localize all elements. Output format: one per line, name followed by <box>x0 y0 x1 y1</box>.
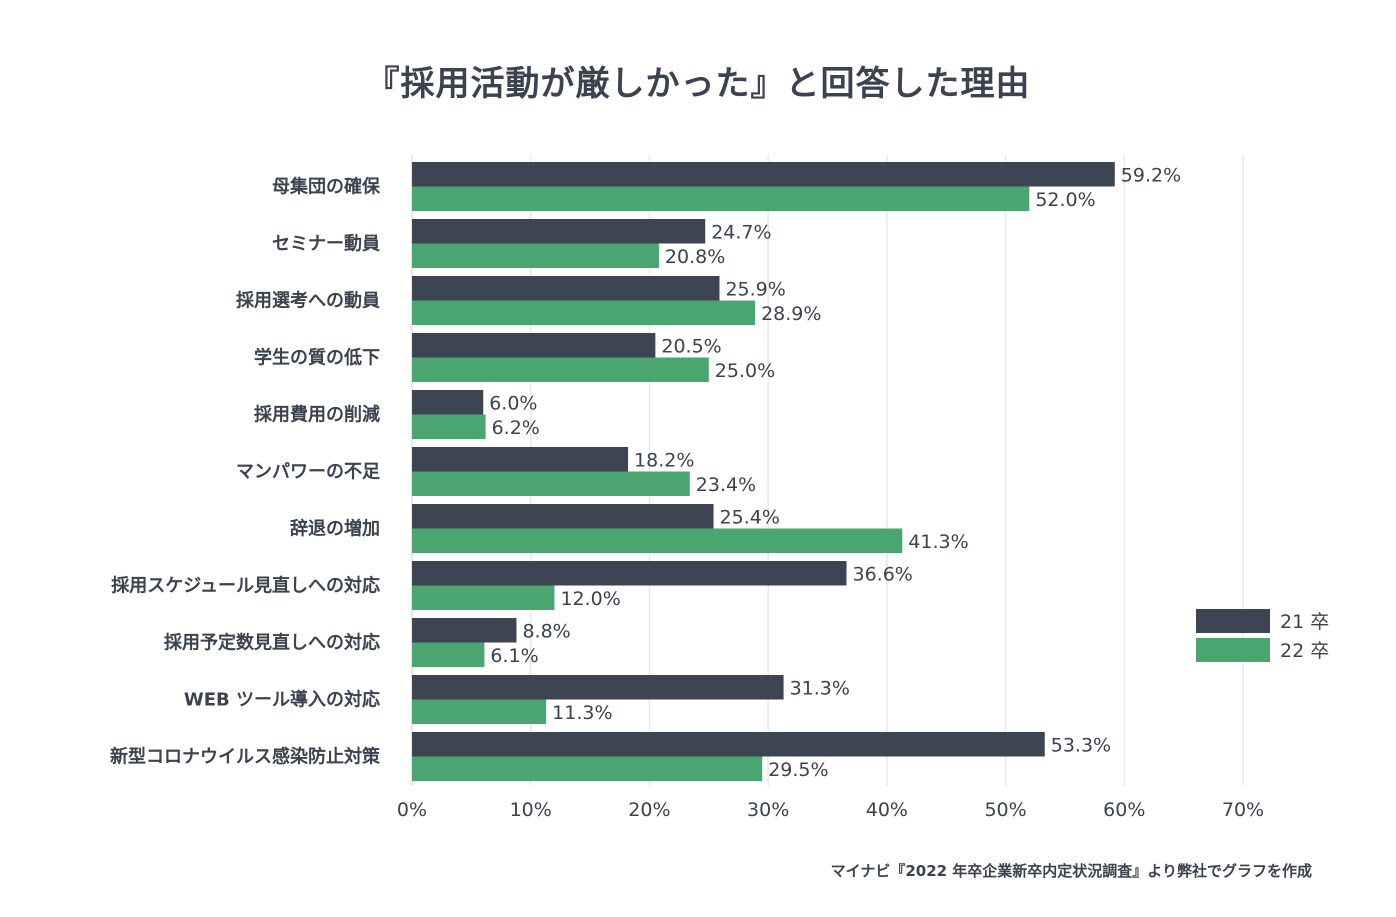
x-tick-label: 70% <box>1222 799 1264 821</box>
legend-item-22: 22 卒 <box>1196 636 1329 663</box>
value-label: 59.2% <box>1121 164 1181 186</box>
legend-label-21: 21 卒 <box>1280 611 1330 633</box>
value-label: 23.4% <box>696 474 756 496</box>
value-label: 53.3% <box>1051 734 1111 756</box>
bars <box>412 162 1115 781</box>
bar-22-10 <box>412 756 763 781</box>
x-tick-label: 30% <box>747 799 789 821</box>
bar-21-9 <box>412 675 784 700</box>
value-label: 28.9% <box>761 303 821 325</box>
bar-21-4 <box>412 390 484 415</box>
bar-22-1 <box>412 243 659 268</box>
bar-21-5 <box>412 447 629 472</box>
category-label: 学生の質の低下 <box>254 347 380 369</box>
value-label: 25.0% <box>715 360 775 382</box>
x-tick-label: 40% <box>866 799 908 821</box>
category-label: 辞退の増加 <box>290 518 380 540</box>
x-tick-label: 60% <box>1103 799 1145 821</box>
legend-label-22: 22 卒 <box>1280 640 1330 662</box>
chart-title: 『採用活動が厳しかった』と回答した理由 <box>365 64 1031 104</box>
value-label: 25.4% <box>720 506 780 528</box>
category-label: WEB ツール導入の対応 <box>184 689 380 711</box>
value-label: 6.1% <box>490 645 538 667</box>
bar-21-8 <box>412 618 517 643</box>
category-label: 採用スケジュール見直しへの対応 <box>111 575 380 597</box>
bar-22-3 <box>412 357 709 382</box>
category-label: セミナー動員 <box>272 233 380 255</box>
bar-21-7 <box>412 561 847 586</box>
value-label: 36.6% <box>852 563 912 585</box>
category-label: 採用費用の削減 <box>254 404 380 426</box>
legend-swatch-21 <box>1196 608 1270 633</box>
bar-22-6 <box>412 528 903 553</box>
bar-21-1 <box>412 219 706 244</box>
bar-22-5 <box>412 471 690 496</box>
category-label: 採用選考への動員 <box>236 290 380 312</box>
category-label: 採用予定数見直しへの対応 <box>164 632 380 654</box>
value-label: 41.3% <box>908 531 968 553</box>
x-tick-label: 0% <box>397 799 427 821</box>
bar-21-0 <box>412 162 1115 187</box>
value-label: 18.2% <box>634 449 694 471</box>
value-label: 8.8% <box>522 620 570 642</box>
x-tick-label: 10% <box>510 799 552 821</box>
value-label: 52.0% <box>1035 189 1095 211</box>
bar-22-4 <box>412 414 486 439</box>
bar-22-7 <box>412 585 555 610</box>
category-label: マンパワーの不足 <box>236 462 380 483</box>
legend-swatch-22 <box>1196 637 1270 662</box>
value-label: 24.7% <box>711 221 771 243</box>
bar-22-9 <box>412 699 547 724</box>
value-label: 31.3% <box>790 677 850 699</box>
bar-21-10 <box>412 732 1045 757</box>
bar-21-6 <box>412 504 714 529</box>
legend-item-21: 21 卒 <box>1196 607 1329 634</box>
value-label: 6.2% <box>492 417 540 439</box>
bar-21-3 <box>412 333 656 358</box>
value-label: 20.8% <box>665 246 725 268</box>
value-label: 6.0% <box>489 392 537 414</box>
source-note: マイナビ『2022 年卒企業新卒内定状況調査』より弊社でグラフを作成 <box>830 862 1312 880</box>
value-label: 11.3% <box>552 702 612 724</box>
value-label: 25.9% <box>725 278 785 300</box>
bar-21-2 <box>412 276 720 301</box>
x-tick-label: 50% <box>984 799 1026 821</box>
bar-22-0 <box>412 186 1030 211</box>
value-label: 12.0% <box>560 588 620 610</box>
bar-22-8 <box>412 642 485 667</box>
legend: 21 卒 22 卒 <box>1196 607 1329 665</box>
bar-22-2 <box>412 300 756 325</box>
category-label: 新型コロナウイルス感染防止対策 <box>110 746 381 768</box>
x-tick-label: 20% <box>628 799 670 821</box>
category-label: 母集団の確保 <box>272 176 381 198</box>
labels: 0% 10% 20% 30% 40% 50% 60% 70% 母集団の確保 59.2% 52.0% セ… <box>110 164 1264 821</box>
value-label: 20.5% <box>661 335 721 357</box>
value-label: 29.5% <box>768 759 828 781</box>
